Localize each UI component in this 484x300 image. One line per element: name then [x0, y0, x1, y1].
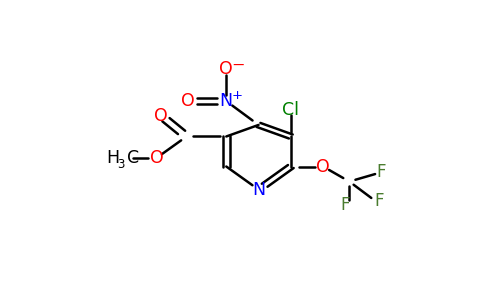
Text: F: F	[341, 196, 350, 214]
Text: N: N	[252, 181, 265, 199]
Text: N: N	[220, 92, 233, 110]
Text: H: H	[106, 149, 119, 167]
Text: F: F	[375, 192, 384, 210]
Text: +: +	[231, 89, 242, 102]
Text: O: O	[316, 158, 330, 175]
Text: O: O	[219, 61, 233, 79]
Text: Cl: Cl	[282, 101, 299, 119]
Text: −: −	[231, 57, 244, 72]
Text: O: O	[154, 107, 168, 125]
Text: C: C	[127, 149, 139, 167]
Text: F: F	[377, 163, 386, 181]
Text: 3: 3	[117, 158, 124, 171]
Text: O: O	[150, 149, 164, 167]
Text: O: O	[181, 92, 195, 110]
